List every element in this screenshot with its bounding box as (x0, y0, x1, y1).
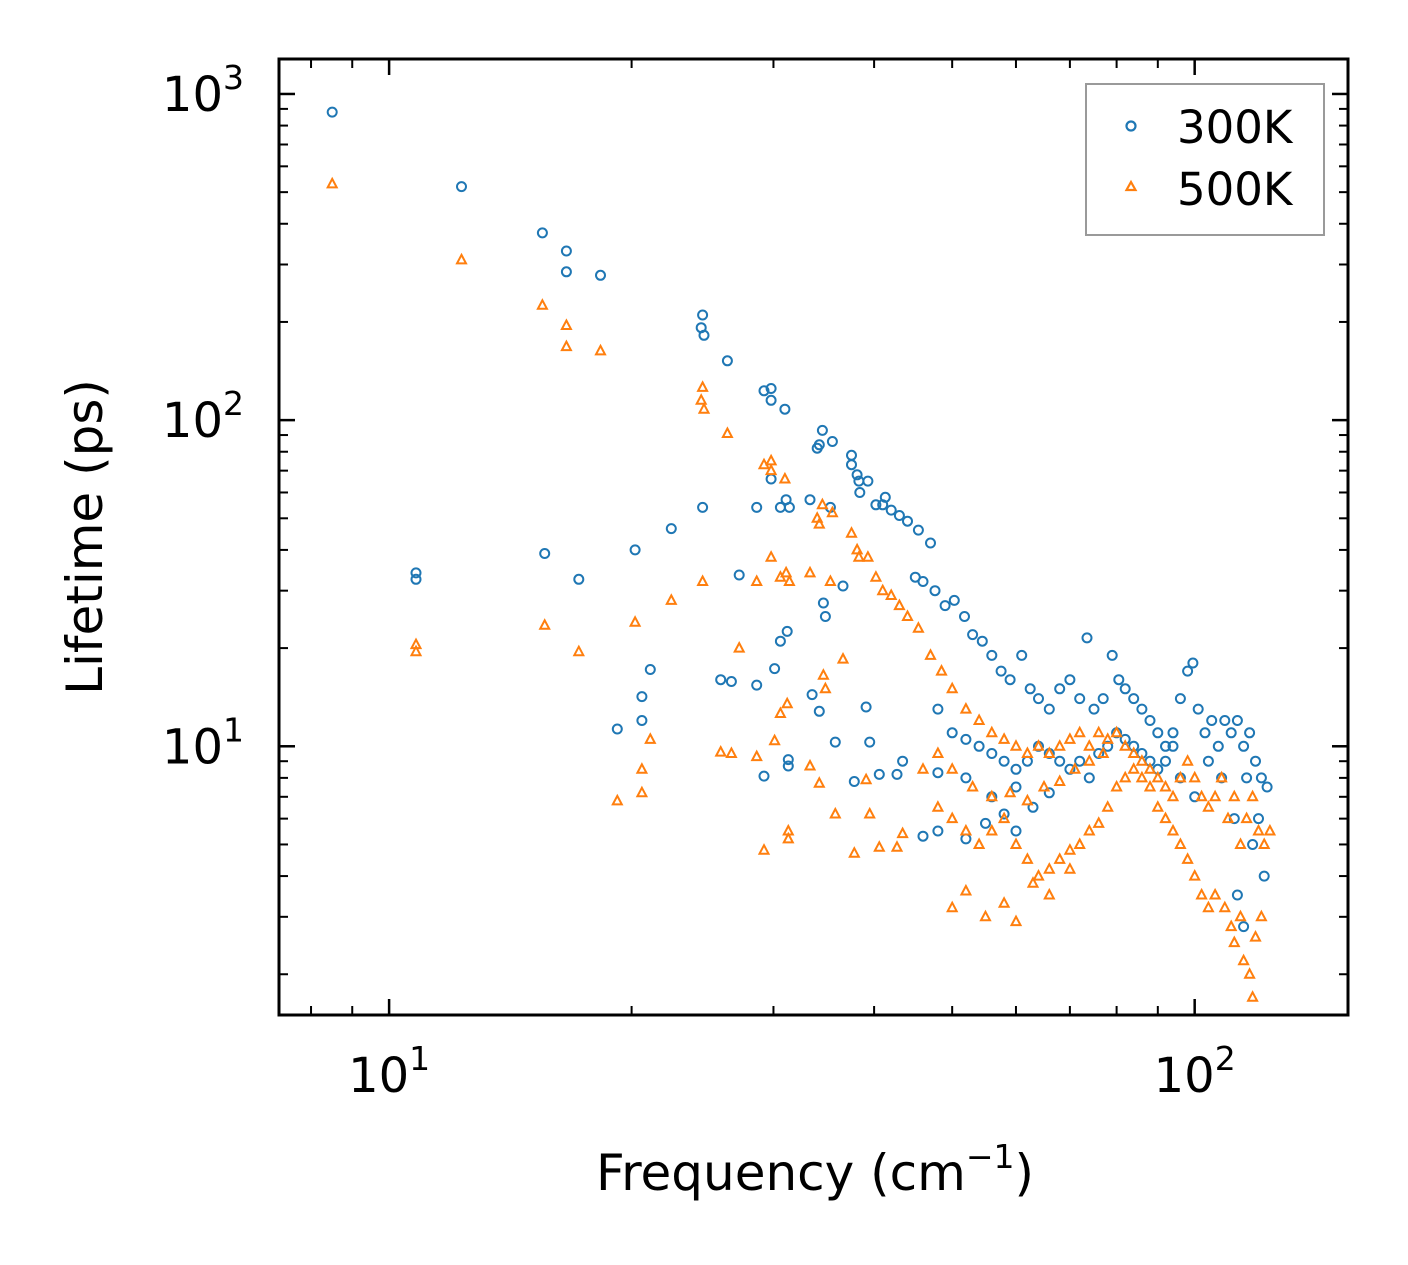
x-tick-label: 102 (1154, 1039, 1236, 1104)
y-tick-label: 102 (162, 384, 244, 449)
x-axis-label-main: Frequency (cm (596, 1144, 966, 1202)
y-tick-exp: 1 (223, 710, 244, 749)
y-axis-label: Lifetime (ps) (56, 379, 114, 695)
x-tick-exp: 1 (409, 1039, 430, 1078)
y-tick-base: 10 (162, 719, 223, 775)
scatter-chart: 101 102 101102103 Frequency (cm−1) Lifeti… (0, 0, 1408, 1265)
x-axis-label: Frequency (cm−1) (596, 1137, 1034, 1202)
x-axis-label-end: ) (1015, 1144, 1035, 1202)
x-tick-label: 101 (348, 1039, 430, 1104)
y-tick-label: 103 (162, 58, 244, 123)
y-tick-base: 10 (162, 393, 223, 449)
x-tick-exp: 2 (1215, 1039, 1236, 1078)
legend-label-500K: 500K (1177, 163, 1294, 216)
x-tick-base: 10 (348, 1048, 409, 1104)
x-tick-base: 10 (1154, 1048, 1215, 1104)
y-tick-base: 10 (162, 67, 223, 123)
legend-label-300K: 300K (1177, 101, 1294, 154)
x-tick-labels: 101 102 (348, 1039, 1236, 1104)
y-tick-labels: 101102103 (162, 58, 244, 775)
y-tick-exp: 3 (223, 58, 244, 97)
y-tick-exp: 2 (223, 384, 244, 423)
legend: 300K 500K (1086, 84, 1324, 235)
x-axis-label-sup: −1 (966, 1137, 1015, 1176)
y-tick-label: 101 (162, 710, 244, 775)
